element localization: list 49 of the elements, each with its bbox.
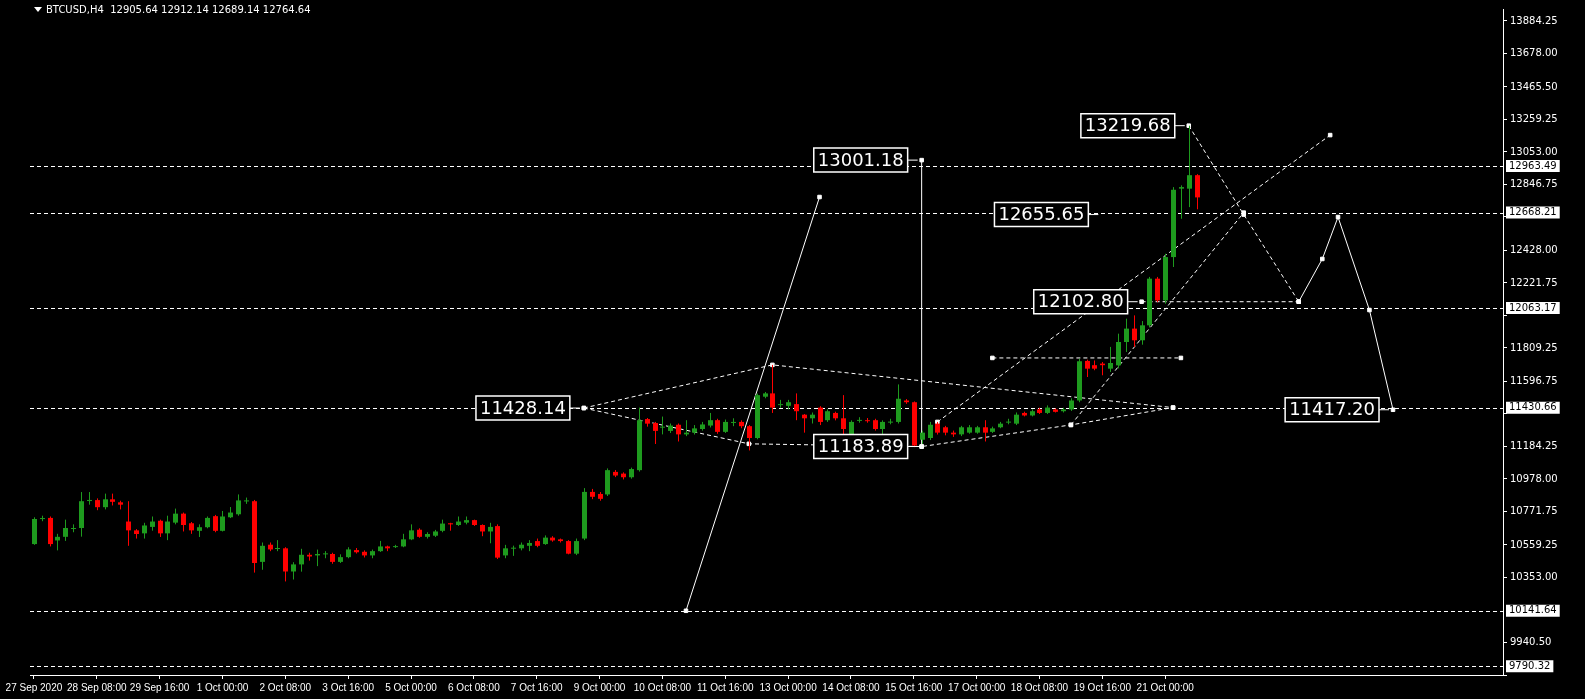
x-tick-label: 3 Oct 16:00 — [322, 681, 375, 693]
x-tick-label: 7 Oct 16:00 — [510, 681, 563, 693]
x-tick-label: 15 Oct 16:00 — [885, 681, 943, 693]
ref-line-label: 11430.66 — [1509, 401, 1557, 413]
x-tick-label: 1 Oct 00:00 — [196, 681, 249, 693]
ref-line-label: 12063.17 — [1509, 301, 1557, 313]
x-tick-label: 10 Oct 08:00 — [633, 681, 692, 693]
annotation: 12102.80 — [1037, 290, 1124, 312]
y-tick-label: 9940.50 — [1510, 636, 1552, 648]
x-tick-label: 13 Oct 00:00 — [759, 681, 818, 693]
y-tick-label: 12846.75 — [1510, 178, 1558, 190]
y-tick-label: 12428.00 — [1510, 244, 1558, 256]
x-tick-label: 2 Oct 08:00 — [259, 681, 312, 693]
annotation: 11417.20 — [1289, 398, 1376, 420]
annotation: 11428.14 — [479, 396, 566, 418]
x-tick-label: 17 Oct 00:00 — [948, 681, 1006, 693]
y-tick-label: 11809.25 — [1510, 341, 1558, 353]
annotation: 12655.65 — [998, 203, 1085, 225]
x-tick-label: 11 Oct 16:00 — [696, 681, 754, 693]
ref-line-label: 12668.21 — [1509, 206, 1557, 218]
y-tick-label: 12221.75 — [1510, 276, 1558, 288]
y-tick-label: 10559.25 — [1510, 538, 1558, 550]
y-tick-label: 10978.00 — [1510, 472, 1558, 484]
y-tick-label: 13259.25 — [1510, 113, 1558, 125]
y-tick-label: 11596.75 — [1510, 375, 1558, 387]
y-tick-label: 11184.25 — [1510, 440, 1558, 452]
y-tick-label: 13053.00 — [1510, 145, 1558, 157]
x-tick-label: 29 Sep 16:00 — [129, 681, 190, 693]
y-tick-label: 13884.25 — [1510, 14, 1558, 26]
x-tick-label: 19 Oct 16:00 — [1073, 681, 1132, 693]
ref-line-label: 9790.32 — [1509, 659, 1551, 671]
x-tick-label: 21 Oct 00:00 — [1136, 681, 1195, 693]
x-tick-label: 18 Oct 08:00 — [1010, 681, 1069, 693]
x-tick-label: 9 Oct 00:00 — [573, 681, 626, 693]
y-tick-label: 13465.50 — [1510, 80, 1558, 92]
annotation: 13001.18 — [817, 148, 904, 170]
x-tick-label: 28 Sep 08:00 — [67, 681, 127, 693]
ref-line-label: 10141.64 — [1509, 604, 1557, 616]
y-tick-label: 13678.00 — [1510, 47, 1558, 59]
y-tick-label: 10353.00 — [1510, 571, 1558, 583]
annotation: 13219.68 — [1084, 114, 1171, 136]
x-tick-label: 5 Oct 00:00 — [385, 681, 438, 693]
x-tick-label: 27 Sep 2020 — [5, 681, 63, 693]
y-tick-label: 10771.75 — [1510, 505, 1558, 517]
annotation: 11183.89 — [817, 435, 904, 457]
x-tick-label: 14 Oct 08:00 — [822, 681, 881, 693]
ref-line-label: 12963.49 — [1509, 159, 1557, 171]
x-tick-label: 6 Oct 08:00 — [448, 681, 501, 693]
chart-title: BTCUSD,H4 12905.64 12912.14 12689.14 12764.64 — [46, 4, 311, 15]
